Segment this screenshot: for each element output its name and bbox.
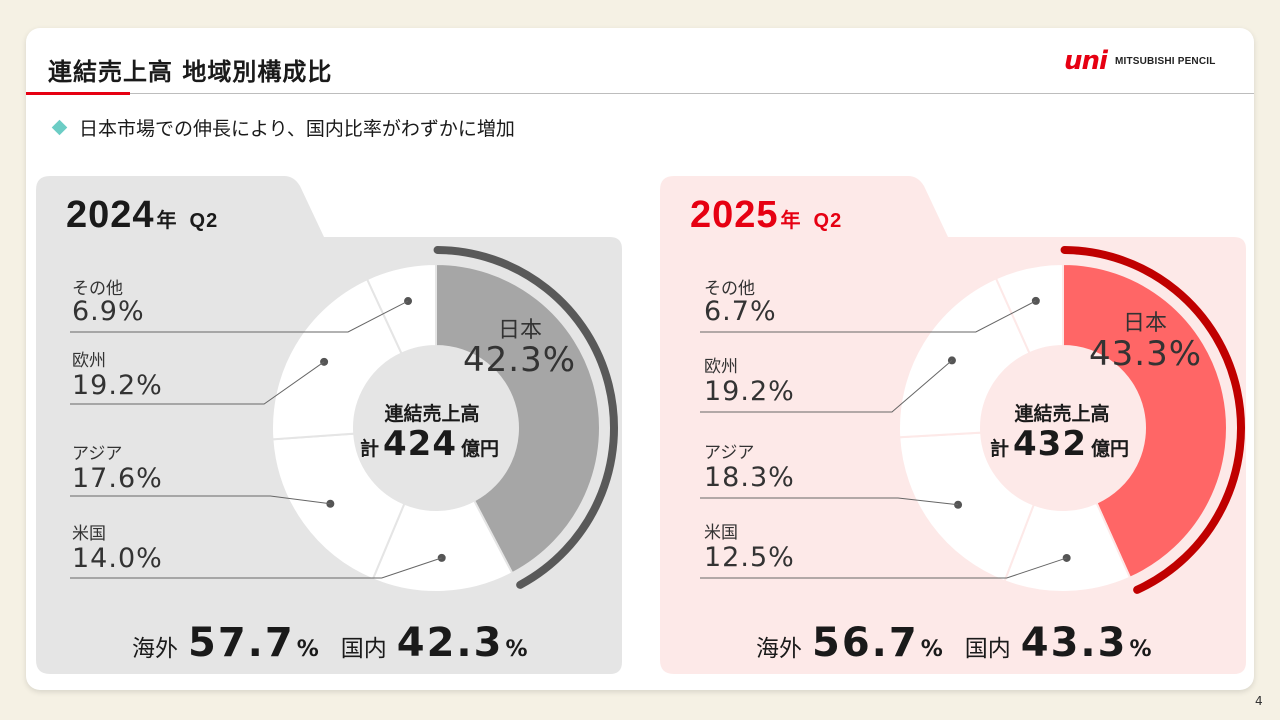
leader-line (700, 360, 953, 413)
overseas-value: 57.7 (188, 620, 295, 666)
year-value: 2025 (690, 194, 779, 236)
leader-line (700, 497, 959, 506)
pct-sign: % (296, 637, 319, 662)
year-heading-2025: 2025 年 Q2 (690, 194, 842, 237)
leader-line (70, 300, 409, 333)
domestic-label: 国内 (340, 636, 387, 662)
company-logo: uni MITSUBISHI PENCIL (1064, 46, 1216, 76)
pct-japan: 42.3% (463, 340, 577, 380)
domestic-value: 43.3 (1020, 620, 1128, 666)
total-prefix: 計 (990, 438, 1010, 460)
pct-usa: 12.5% (704, 542, 795, 573)
japan-highlight-arc (1060, 246, 1245, 594)
label-japan: 日本 (1123, 311, 1168, 336)
pct-other: 6.9% (72, 296, 145, 327)
title-divider (26, 93, 1254, 94)
center-total: 計 424 億円 (360, 424, 499, 464)
total-value: 424 (383, 424, 457, 464)
summary-bullet: 日本市場での伸長により、国内比率がわずかに増加 (51, 114, 515, 141)
uni-logo-mark: uni (1064, 46, 1108, 76)
summary-text: 日本市場での伸長により、国内比率がわずかに増加 (79, 118, 515, 140)
total-value: 432 (1013, 424, 1087, 464)
overseas-label: 海外 (756, 636, 802, 662)
label-europe: 欧州 (704, 357, 738, 377)
page-title: 連結売上高 地域別構成比 (48, 58, 333, 86)
center-label: 連結売上高 (384, 403, 480, 425)
leader-line (70, 361, 325, 405)
quarter-label: Q2 (189, 210, 219, 232)
label-usa: 米国 (704, 523, 738, 543)
label-asia: アジア (704, 443, 755, 463)
summary-row-2024: 海外 57.7% 国内 42.3% (132, 620, 550, 666)
center-label: 連結売上高 (1014, 403, 1110, 425)
pct-usa: 14.0% (72, 543, 163, 574)
pct-asia: 17.6% (72, 463, 163, 494)
donut-hole (354, 346, 518, 510)
total-unit: 億円 (1091, 438, 1130, 460)
page-number: 4 (1255, 694, 1263, 708)
label-japan: 日本 (498, 318, 543, 343)
donut-hole (981, 346, 1145, 510)
year-heading-2024: 2024 年 Q2 (66, 194, 218, 237)
domestic-label: 国内 (964, 636, 1011, 662)
year-value: 2024 (66, 194, 155, 236)
label-usa: 米国 (72, 524, 106, 544)
title-accent-bar (26, 92, 130, 95)
year-suffix: 年 (780, 210, 802, 232)
year-suffix: 年 (156, 210, 178, 232)
total-unit: 億円 (461, 438, 500, 460)
leader-line (700, 300, 1037, 333)
leader-line (70, 495, 331, 505)
label-other: その他 (72, 279, 123, 299)
leader-line (70, 557, 442, 579)
pct-japan: 43.3% (1089, 334, 1203, 374)
overseas-value: 56.7 (812, 620, 919, 666)
segment-other (994, 262, 1064, 355)
pct-europe: 19.2% (704, 376, 795, 407)
quarter-label: Q2 (813, 210, 843, 232)
center-total: 計 432 億円 (990, 424, 1129, 464)
pct-other: 6.7% (704, 296, 777, 327)
label-other: その他 (704, 279, 755, 299)
label-asia: アジア (72, 444, 123, 464)
brand-name: MITSUBISHI PENCIL (1114, 55, 1216, 67)
label-europe: 欧州 (72, 351, 106, 371)
summary-row-2025: 海外 56.7% 国内 43.3% (756, 620, 1174, 666)
pct-asia: 18.3% (704, 462, 795, 493)
pct-sign: % (1129, 637, 1152, 662)
segment-other (365, 262, 437, 355)
pct-sign: % (920, 637, 943, 662)
domestic-value: 42.3 (396, 620, 504, 666)
total-prefix: 計 (360, 438, 380, 460)
segment-japan (1062, 262, 1228, 580)
overseas-label: 海外 (132, 636, 178, 662)
leader-line (700, 557, 1067, 579)
pct-sign: % (505, 637, 528, 662)
japan-highlight-arc (433, 246, 618, 589)
pct-europe: 19.2% (72, 370, 163, 401)
